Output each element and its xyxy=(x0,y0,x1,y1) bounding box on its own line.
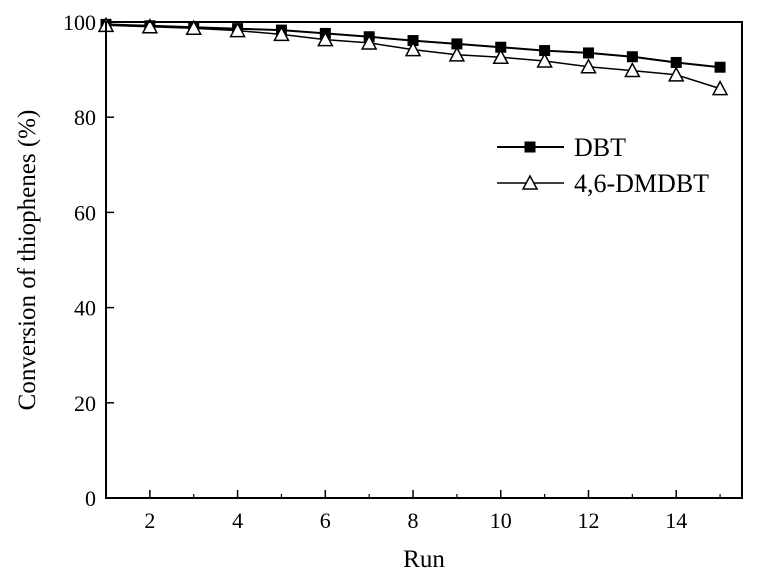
data-point-4-6-dmdbt xyxy=(141,18,159,34)
data-point-dbt xyxy=(714,61,726,73)
y-tick-label: 100 xyxy=(63,10,96,35)
data-point-dbt xyxy=(670,56,682,68)
x-axis-title: Run xyxy=(403,546,445,573)
data-point-dbt xyxy=(582,47,594,59)
data-point-4-6-dmdbt xyxy=(492,48,510,64)
data-point-dbt xyxy=(539,45,551,57)
y-tick-label: 0 xyxy=(85,486,96,511)
y-tick-label: 80 xyxy=(74,105,96,130)
data-point-4-6-dmdbt xyxy=(448,46,466,62)
data-point-4-6-dmdbt xyxy=(185,19,202,35)
data-point-4-6-dmdbt xyxy=(536,52,553,68)
legend-marker-dbt xyxy=(524,141,536,153)
x-tick-label: 4 xyxy=(232,508,243,533)
y-tick-label: 60 xyxy=(74,200,96,225)
y-tick-label: 20 xyxy=(74,391,96,416)
x-tick-label: 10 xyxy=(490,508,512,533)
legend: DBT 4,6-DMDBT xyxy=(497,133,709,198)
data-point-dbt xyxy=(626,51,638,63)
legend-marker-46-dmdbt xyxy=(521,174,539,190)
data-point-4-6-dmdbt xyxy=(273,25,290,42)
data-point-dbt xyxy=(407,35,419,47)
data-point-4-6-dmdbt xyxy=(667,66,685,82)
x-tick-label: 2 xyxy=(144,508,155,533)
x-axis-ticks: 2 4 6 8 10 12 14 xyxy=(144,490,721,533)
data-point-4-6-dmdbt xyxy=(711,80,729,96)
x-tick-label: 8 xyxy=(408,508,419,533)
legend-label-dbt: DBT xyxy=(574,133,626,162)
y-axis-title: Conversion of thiophenes (%) xyxy=(14,110,41,411)
x-tick-label: 14 xyxy=(665,508,687,533)
data-point-4-6-dmdbt xyxy=(580,58,597,74)
series-layer xyxy=(97,16,729,96)
data-point-dbt xyxy=(495,41,507,53)
x-tick-label: 12 xyxy=(577,508,599,533)
data-point-4-6-dmdbt xyxy=(360,34,378,50)
y-tick-label: 40 xyxy=(74,296,96,321)
legend-item-46-dmdbt: 4,6-DMDBT xyxy=(497,169,709,198)
legend-item-dbt: DBT xyxy=(497,133,626,162)
x-tick-label: 6 xyxy=(320,508,331,533)
data-point-4-6-dmdbt xyxy=(229,21,246,38)
data-point-4-6-dmdbt xyxy=(317,31,334,47)
series-4-6-dmdbt xyxy=(97,16,729,96)
legend-label-46-dmdbt: 4,6-DMDBT xyxy=(574,169,709,198)
plot-frame xyxy=(105,21,743,499)
data-point-dbt xyxy=(451,38,463,50)
data-point-4-6-dmdbt xyxy=(624,61,641,78)
data-point-4-6-dmdbt xyxy=(404,41,422,57)
